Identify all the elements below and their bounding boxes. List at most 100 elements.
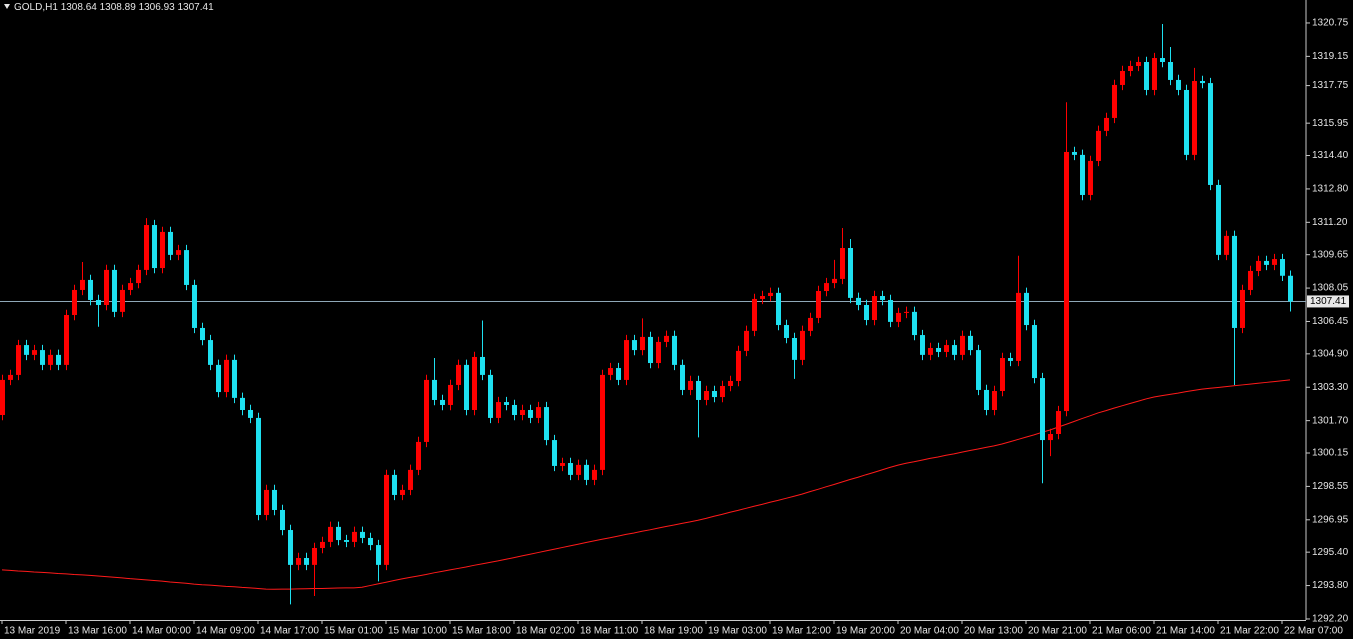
candle-body <box>352 531 357 542</box>
candle-body <box>8 374 13 380</box>
y-tick-label: 1300.15 <box>1312 448 1349 459</box>
candle-body <box>792 337 797 360</box>
candle-body <box>200 327 205 341</box>
candle-body <box>936 347 941 352</box>
candle-body <box>280 509 285 531</box>
candle-body <box>816 291 821 318</box>
candle-body <box>632 340 637 351</box>
candle-body <box>176 250 181 255</box>
candle-body <box>1240 289 1245 328</box>
y-tick-label: 1292.20 <box>1312 614 1349 625</box>
candle-body <box>536 407 541 418</box>
candle-body <box>256 417 261 515</box>
candle-body <box>56 354 61 365</box>
candle-body <box>664 335 669 342</box>
candle-body <box>904 311 909 313</box>
x-tick-label: 19 Mar 03:00 <box>708 626 767 637</box>
candle-body <box>824 283 829 292</box>
x-tick-label: 14 Mar 09:00 <box>196 626 255 637</box>
candle-body <box>776 292 781 326</box>
y-tick-label: 1320.75 <box>1312 18 1349 29</box>
candle-body <box>784 325 789 338</box>
candle-body <box>528 409 533 418</box>
header-close: 1307.41 <box>178 2 215 13</box>
x-tick-label: 18 Mar 19:00 <box>644 626 703 637</box>
candle-body <box>48 354 53 365</box>
chart-header: GOLD,H1 1308.64 1308.89 1306.93 1307.41 <box>14 2 214 13</box>
y-tick-label: 1303.30 <box>1312 382 1349 393</box>
menu-arrow[interactable] <box>4 4 10 9</box>
candle-body <box>1000 358 1005 391</box>
candle-body <box>976 350 981 390</box>
candle-body <box>992 390 997 410</box>
candle-body <box>456 364 461 385</box>
x-tick-label: 21 Mar 14:00 <box>1156 626 1215 637</box>
y-tick-label: 1311.20 <box>1312 217 1348 228</box>
y-tick-label: 1304.90 <box>1312 348 1349 359</box>
candle-body <box>512 404 517 416</box>
candle-body <box>1200 80 1205 84</box>
candle-body <box>152 225 157 269</box>
candle-body <box>272 489 277 510</box>
candle-body <box>312 547 317 565</box>
candle-body <box>480 356 485 375</box>
y-tick-label: 1298.55 <box>1312 481 1349 492</box>
candle-body <box>392 474 397 495</box>
candle-body <box>0 379 5 416</box>
candle-body <box>320 541 325 548</box>
candle-body <box>1008 358 1013 361</box>
candle-body <box>72 289 77 316</box>
candle-body <box>728 380 733 386</box>
candle-body <box>1184 89 1189 155</box>
candle-body <box>1232 235 1237 328</box>
candle-body <box>1056 411 1061 434</box>
candle-body <box>640 336 645 351</box>
candle-body <box>368 537 373 546</box>
candle-body <box>592 469 597 480</box>
x-tick-label: 19 Mar 12:00 <box>772 626 831 637</box>
candle-body <box>1160 58 1165 62</box>
y-tick-label: 1306.45 <box>1312 316 1349 327</box>
candle-body <box>856 297 861 305</box>
candle-body <box>1280 259 1285 276</box>
candle-body <box>408 469 413 490</box>
x-tick-label: 22 Mar 07:00 <box>1284 626 1343 637</box>
candle-body <box>160 231 165 269</box>
candle-body <box>840 248 845 279</box>
candle-body <box>472 356 477 410</box>
candle-body <box>968 335 973 351</box>
candle-body <box>880 296 885 300</box>
candle-body <box>688 380 693 390</box>
x-tick-label: 19 Mar 20:00 <box>836 626 895 637</box>
candle-body <box>520 409 525 416</box>
candle-body <box>1248 270 1253 290</box>
candle-body <box>216 364 221 393</box>
x-tick-label: 14 Mar 17:00 <box>260 626 319 637</box>
candle-body <box>16 345 21 375</box>
x-tick-label: 15 Mar 18:00 <box>452 626 511 637</box>
candle-body <box>248 409 253 418</box>
candle-body <box>1288 275 1293 302</box>
candle-body <box>896 312 901 322</box>
candle-body <box>1216 184 1221 255</box>
candle-body <box>576 464 581 475</box>
x-tick-label: 13 Mar 2019 <box>4 626 61 637</box>
symbol: GOLD,H1 <box>14 2 58 13</box>
header-open: 1308.64 <box>61 2 98 13</box>
candle-body <box>1272 259 1277 265</box>
candle-body <box>496 402 501 418</box>
candle-body <box>1112 84 1117 118</box>
candle-body <box>864 304 869 321</box>
candle-body <box>944 345 949 352</box>
candle-body <box>848 248 853 298</box>
price-label-box <box>1307 295 1349 308</box>
y-tick-label: 1301.70 <box>1312 415 1349 426</box>
candle-body <box>80 279 85 290</box>
candle-body <box>952 345 957 355</box>
candle-body <box>488 374 493 418</box>
candle-body <box>1208 83 1213 185</box>
candle-body <box>1024 292 1029 326</box>
candle-body <box>1104 117 1109 131</box>
candle-body <box>384 474 389 565</box>
y-tick-label: 1315.95 <box>1312 118 1349 129</box>
